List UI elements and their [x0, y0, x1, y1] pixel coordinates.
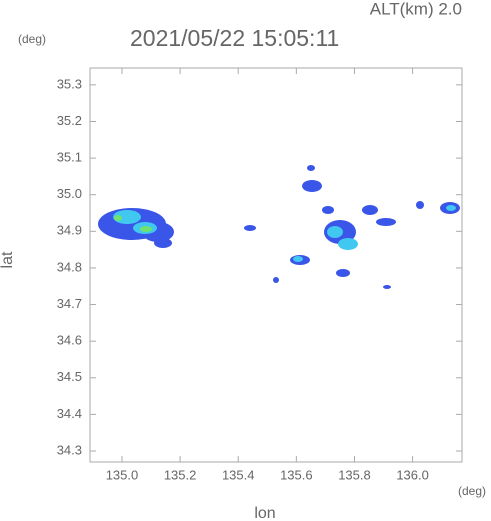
plot-frame — [89, 67, 463, 463]
x-tick-label: 135.4 — [222, 467, 255, 482]
y-tick-label: 34.4 — [57, 406, 82, 421]
y-tick-label: 34.5 — [57, 369, 82, 384]
y-tick-label: 34.6 — [57, 333, 82, 348]
y-tick-label: 35.2 — [57, 113, 82, 128]
x-tick-label: 135.0 — [106, 467, 139, 482]
echoes — [98, 165, 460, 289]
y-tick-label: 35.3 — [57, 76, 82, 91]
subtitle: ALT(km) 2.0 — [370, 0, 462, 18]
y-tick-label: 34.3 — [57, 442, 82, 457]
x-tick-label: 135.8 — [338, 467, 371, 482]
y-tick-label: 35.0 — [57, 186, 82, 201]
y-unit: (deg) — [18, 32, 46, 46]
y-tick-label: 34.7 — [57, 296, 82, 311]
x-unit: (deg) — [458, 484, 486, 498]
y-axis-label: lat — [0, 251, 16, 268]
x-tick-label: 135.6 — [280, 467, 313, 482]
x-tick-label: 136.0 — [396, 467, 429, 482]
y-tick-label: 34.8 — [57, 259, 82, 274]
y-tick-label: 34.9 — [57, 223, 82, 238]
x-axis-label: lon — [254, 505, 275, 521]
chart-title: 2021/05/22 15:05:11 — [130, 25, 339, 51]
x-tick-label: 135.2 — [164, 467, 197, 482]
y-tick-label: 35.1 — [57, 150, 82, 165]
